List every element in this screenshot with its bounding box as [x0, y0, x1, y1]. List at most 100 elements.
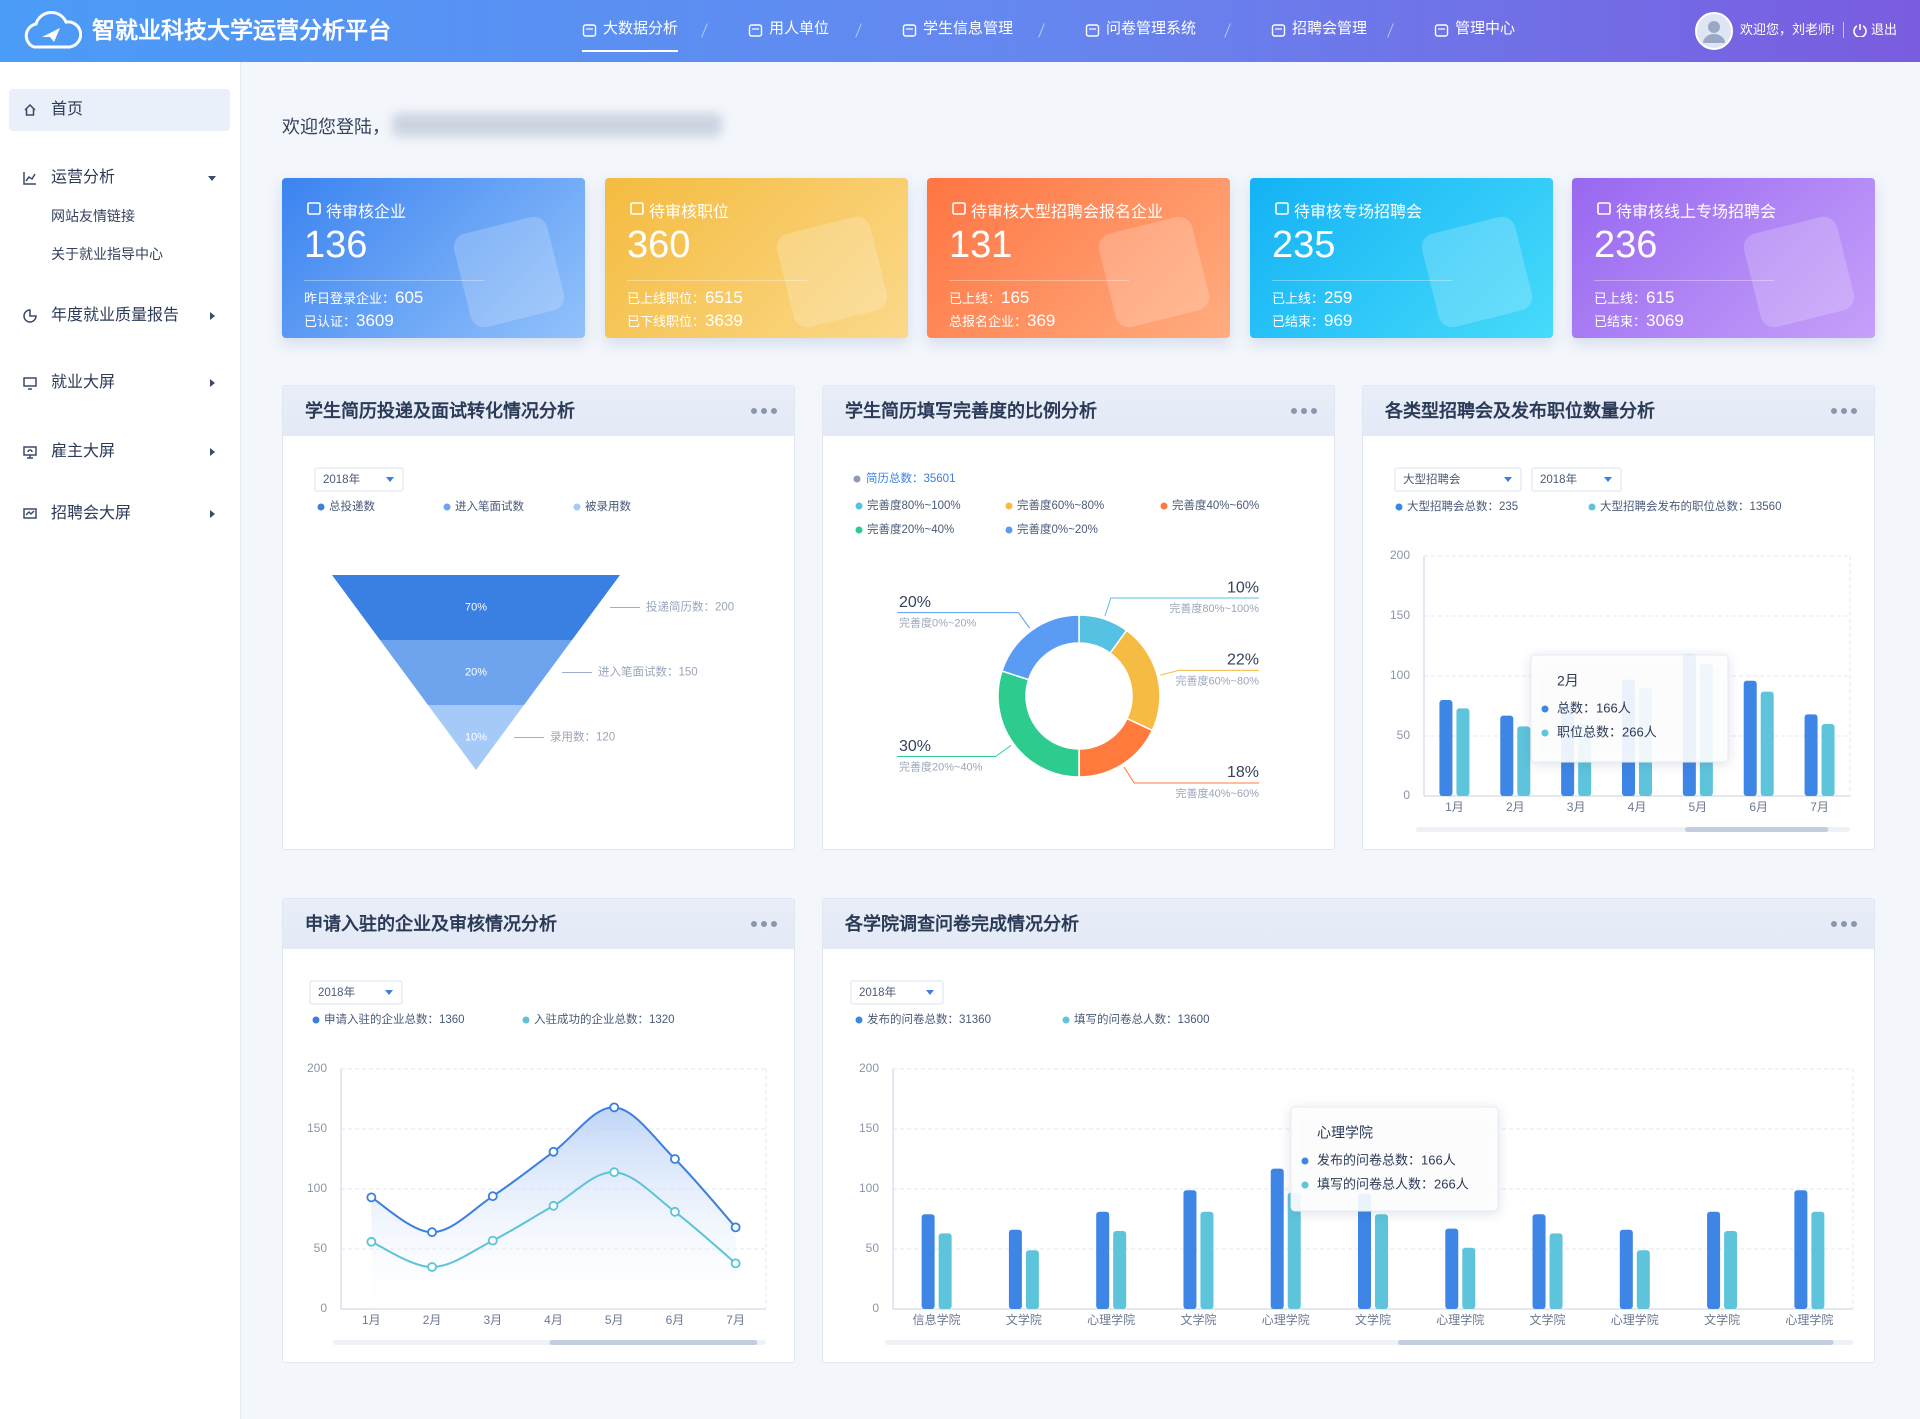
y-tick-label: 100 — [859, 1181, 879, 1195]
nav-item[interactable]: 问卷管理系统 — [1085, 0, 1196, 62]
nav-separator — [1224, 23, 1231, 38]
dot — [761, 921, 767, 927]
select[interactable]: 大型招聘会 — [1394, 467, 1522, 492]
stat-card: 待审核专场招聘会 235 已上线：259 已结束：969 — [1250, 178, 1553, 338]
bar — [1724, 1231, 1738, 1309]
panel-header: 各学院调查问卷完成情况分析 — [823, 899, 1874, 949]
stat-value: 969 — [1324, 311, 1353, 330]
panel-title: 学生简历填写完善度的比例分析 — [845, 401, 1097, 421]
nav-item[interactable]: 管理中心 — [1434, 0, 1515, 62]
y-tick-label: 50 — [1397, 728, 1411, 742]
more-button[interactable] — [1830, 407, 1858, 415]
more-button[interactable] — [750, 920, 778, 928]
x-tick-label: 3月 — [483, 1313, 502, 1327]
bar — [1619, 1229, 1633, 1309]
more-button[interactable] — [1830, 920, 1858, 928]
bar — [1456, 708, 1470, 796]
tooltip-item: 发布的问卷总数：166人 — [1317, 1152, 1456, 1167]
menu-item[interactable]: 招聘会大屏 — [9, 493, 230, 535]
card-title: 待审核线上专场招聘会 — [1616, 204, 1777, 221]
select-value: 2018年 — [859, 985, 896, 999]
menu-item[interactable]: 运营分析 — [9, 157, 230, 199]
menu-item[interactable]: 首页 — [9, 89, 230, 131]
legend-label: 完善度60%~80% — [1017, 498, 1104, 512]
icon-shape — [952, 202, 966, 215]
scroll-thumb[interactable] — [1398, 1340, 1834, 1345]
select-box — [1394, 467, 1522, 492]
nav-item[interactable]: 招聘会管理 — [1271, 0, 1367, 62]
power-icon — [1853, 24, 1867, 37]
y-tick-label: 100 — [1390, 668, 1410, 682]
dot — [1841, 408, 1847, 414]
slice-label: 完善度40%~60% — [1176, 786, 1260, 800]
menu-icon — [23, 377, 37, 390]
nav-separator — [855, 23, 862, 38]
logout[interactable]: 退出 — [1871, 22, 1898, 37]
x-tick-label: 心理学院 — [1436, 1312, 1484, 1327]
legend-dot — [1005, 502, 1013, 510]
icon-shape — [630, 202, 644, 215]
total-label: 简历总数：35601 — [866, 471, 955, 485]
slice-label: 完善度60%~80% — [1176, 673, 1260, 687]
panel: 学生简历填写完善度的比例分析 简历总数：35601 完善度80%~100% 完善度60… — [822, 385, 1335, 850]
card-stat: 已上线：259 — [1272, 288, 1352, 308]
legend-label: 完善度20%~40% — [867, 522, 954, 536]
menu-item[interactable]: 年度就业质量报告 — [9, 295, 230, 337]
panel-header: 学生简历填写完善度的比例分析 — [823, 386, 1334, 436]
menu-label: 运营分析 — [51, 169, 116, 186]
submenu-item[interactable]: 关于就业指导中心 — [51, 246, 163, 262]
stat-label: 已认证： — [304, 314, 357, 329]
bar — [1636, 1250, 1650, 1309]
card-decoration — [450, 213, 568, 331]
leader-line — [1104, 597, 1259, 617]
menu-caret — [208, 176, 216, 181]
panel-header: 申请入驻的企业及审核情况分析 — [283, 899, 794, 949]
submenu-item[interactable]: 网站友情链接 — [51, 208, 135, 224]
legend-dot — [855, 502, 863, 510]
select[interactable]: 2018年 — [309, 980, 403, 1005]
menu-item[interactable]: 就业大屏 — [9, 362, 230, 404]
bar — [1270, 1168, 1284, 1309]
tooltip-title: 2月 — [1557, 673, 1579, 689]
y-tick-label: 50 — [866, 1241, 880, 1255]
nav-item[interactable]: 学生信息管理 — [902, 0, 1013, 62]
select-caret — [386, 477, 394, 482]
more-button[interactable] — [1290, 407, 1318, 415]
legend-dot — [443, 503, 451, 511]
more-button[interactable] — [750, 407, 778, 415]
scroll-thumb[interactable] — [549, 1340, 758, 1345]
select[interactable]: 2018年 — [850, 980, 944, 1005]
legend-label: 进入笔面试数 — [455, 499, 524, 513]
donut-slice — [1109, 629, 1161, 732]
y-tick-label: 150 — [859, 1121, 879, 1135]
icon-shape — [1275, 202, 1289, 215]
menu-icon — [23, 172, 36, 185]
x-tick-label: 7月 — [726, 1313, 745, 1327]
caret — [210, 510, 215, 518]
select[interactable]: 2018年 — [314, 467, 404, 492]
stat-label: 已结束： — [1272, 314, 1325, 329]
menu-icon — [23, 508, 37, 519]
x-tick-label: 5月 — [1689, 800, 1708, 814]
select-box — [1531, 467, 1622, 492]
nav-item[interactable]: 大数据分析 — [582, 0, 679, 62]
card-divider — [304, 280, 484, 281]
point — [670, 1206, 680, 1217]
donut-slice — [997, 670, 1080, 778]
point — [427, 1262, 437, 1272]
data-label: 18% — [1227, 764, 1259, 781]
select[interactable]: 2018年 — [1531, 467, 1622, 492]
point — [548, 1200, 559, 1211]
menu-caret — [210, 312, 215, 320]
caret — [210, 379, 215, 387]
x-tick-label: 2月 — [423, 1313, 442, 1327]
select-caret — [926, 990, 934, 995]
card-stat: 已结束：3069 — [1594, 311, 1684, 331]
scroll-thumb[interactable] — [1685, 827, 1829, 832]
panel: 申请入驻的企业及审核情况分析 2018年 申请入驻的企业总数：1360 入驻成功的企业… — [282, 898, 795, 1363]
menu-item[interactable]: 雇主大屏 — [9, 431, 230, 473]
leader-line — [897, 744, 1012, 758]
stat-value: 3069 — [1646, 311, 1684, 330]
nav-item[interactable]: 用人单位 — [748, 0, 829, 62]
